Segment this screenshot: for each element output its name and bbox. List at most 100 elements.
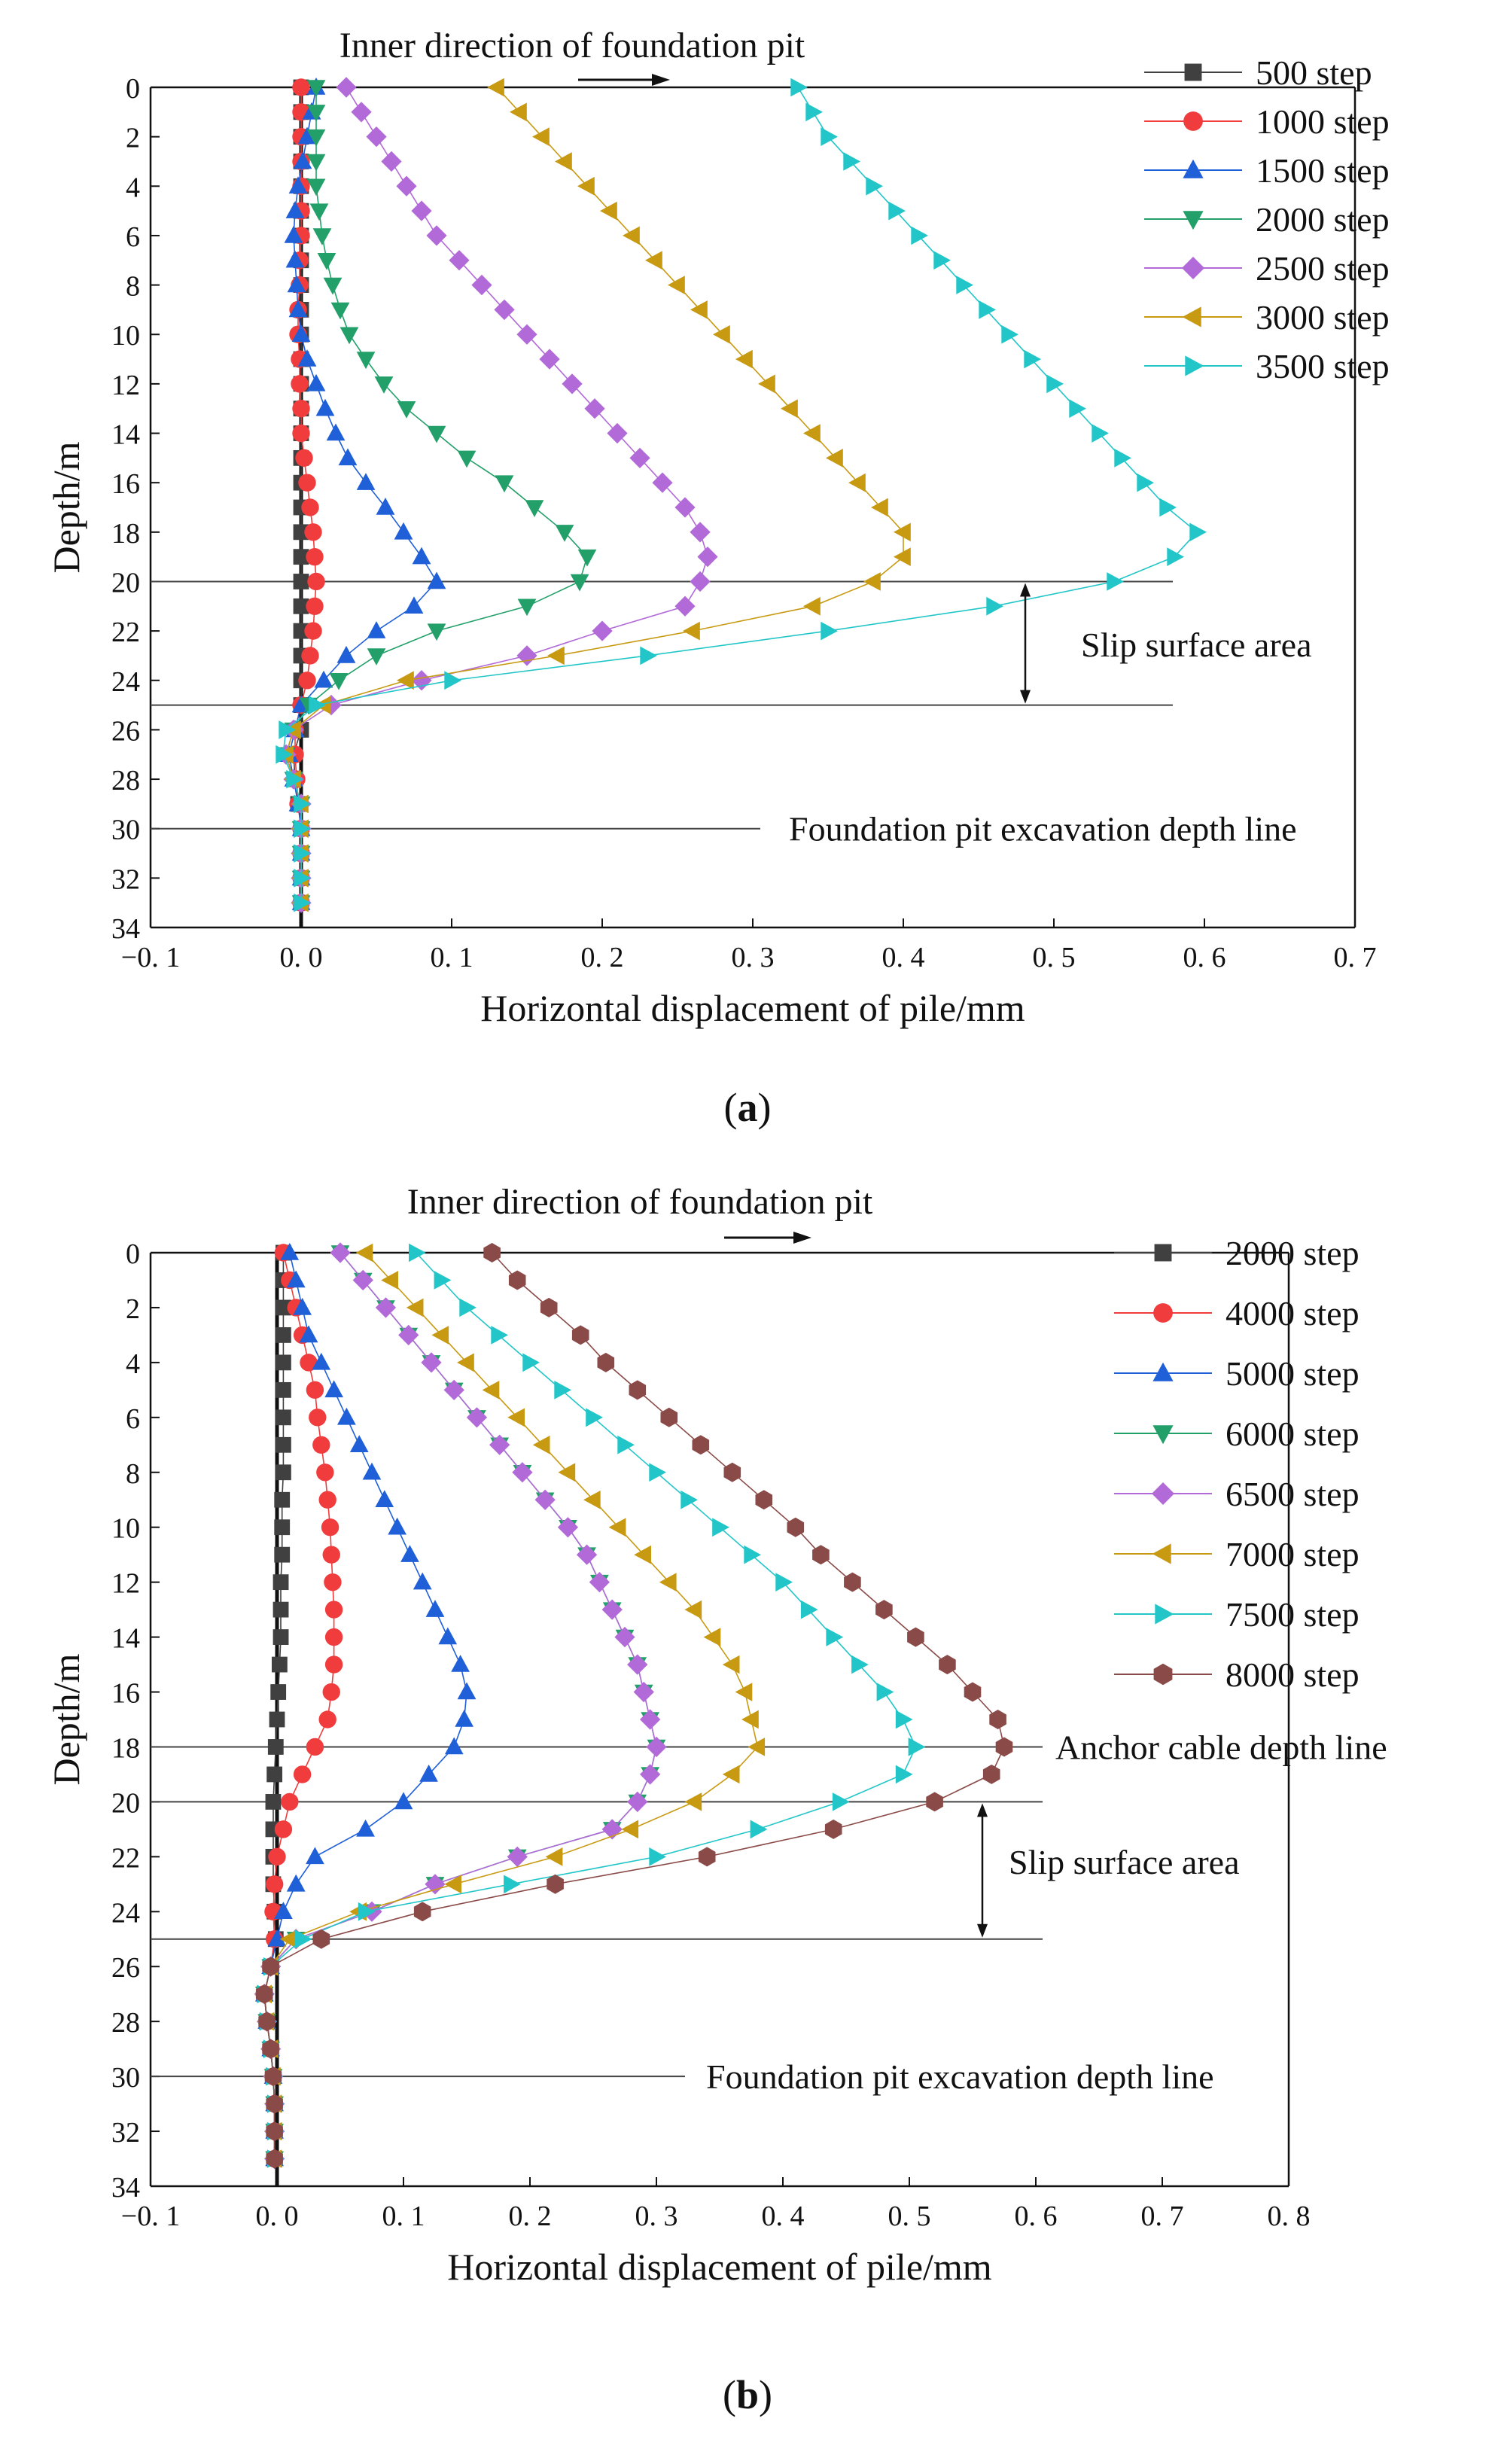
chart-b-series-line: [263, 1252, 467, 2159]
chart-a-data-point: [294, 893, 311, 912]
chart-b-data-point: [266, 1766, 283, 1783]
chart-a-data-point: [367, 621, 386, 638]
caption-b-label: b: [735, 2372, 760, 2417]
chart-b-data-point: [318, 1710, 336, 1728]
chart-a-data-point: [374, 376, 394, 394]
chart-b-data-point: [318, 1491, 336, 1509]
chart-b-data-point: [293, 1297, 312, 1315]
chart-a-data-point: [309, 696, 326, 714]
chart-b-data-point: [744, 1545, 761, 1564]
chart-a-ytick-label: 2: [126, 123, 140, 154]
chart-b-data-point: [268, 1847, 286, 1866]
chart-b-data-point: [844, 1572, 861, 1592]
chart-a-data-point: [381, 151, 402, 172]
chart-a-data-point: [516, 645, 537, 666]
chart-b-data-point: [443, 1379, 464, 1400]
chart-b-data-point: [576, 1544, 598, 1565]
chart-a-direction-arrow-head: [652, 74, 670, 86]
chart-b-ytick-label: 4: [126, 1348, 140, 1380]
chart-b-ylabel: Depth/m: [45, 1653, 87, 1785]
chart-b-data-point: [425, 1600, 445, 1617]
chart-b-reference-label: Anchor cable depth line: [1055, 1728, 1387, 1766]
chart-b-data-point: [276, 1409, 291, 1426]
chart-a-data-point: [411, 200, 432, 221]
chart-a-data-point: [294, 819, 311, 839]
chart-a-legend-item: 1000 step: [1144, 102, 1390, 141]
chart-b-data-point: [633, 1681, 654, 1703]
chart-b-data-point: [324, 1628, 343, 1646]
chart-b-xtick-label: 0. 1: [382, 2201, 425, 2232]
chart-a-data-point: [314, 670, 333, 688]
chart-a-legend-marker: [1182, 306, 1201, 327]
chart-a-data-point: [293, 623, 309, 639]
chart-a-xtick-label: −0. 1: [121, 942, 180, 973]
chart-a-data-point: [306, 178, 326, 196]
chart-a-data-point: [306, 129, 326, 147]
chart-a-series-line: [285, 87, 904, 903]
chart-a-legend: 500 step 1000 step 1500 step 2000 step 2500 …: [1144, 53, 1390, 385]
chart-a-ytick-label: 8: [126, 271, 140, 303]
chart-a-data-point: [866, 176, 883, 196]
chart-b-legend-label: 6000 step: [1226, 1415, 1360, 1453]
chart-b-data-point: [300, 1354, 318, 1372]
chart-b-data-point: [851, 1655, 869, 1674]
chart-a-data-point: [336, 645, 356, 663]
chart-a-xtick-label: 0. 6: [1183, 942, 1226, 973]
chart-a-legend-label: 1500 step: [1256, 151, 1390, 190]
chart-b-data-point: [459, 1298, 477, 1317]
chart-b-data-point: [684, 1792, 702, 1811]
chart-a-series-line: [282, 87, 1198, 903]
chart-a-data-point: [376, 498, 395, 515]
chart-b-series-7500-step: [257, 1243, 926, 2168]
chart-a-data-point: [301, 647, 319, 665]
chart-b-data-point: [375, 1490, 394, 1507]
chart-b-data-point: [409, 1243, 426, 1262]
chart-a-data-point: [1024, 349, 1041, 369]
chart-a-data-point: [293, 574, 309, 589]
chart-b-data-point: [276, 1464, 291, 1481]
chart-a-ytick-label: 18: [111, 518, 140, 550]
chart-b-data-point: [266, 2121, 283, 2142]
chart-a-legend-marker: [1182, 257, 1204, 279]
chart-a-series-line: [285, 87, 588, 903]
chart-b-data-point: [352, 1269, 373, 1291]
chart-b-data-point: [306, 1847, 324, 1865]
chart-b-data-point: [534, 1489, 556, 1510]
chart-b-data-point: [276, 1327, 291, 1343]
chart-b-data-point: [421, 1352, 442, 1373]
chart-b-data-point: [597, 1352, 615, 1372]
chart-a-data-point: [547, 646, 565, 665]
chart-a-legend-label: 3500 step: [1256, 347, 1390, 385]
chart-b-direction-arrow-head: [793, 1232, 811, 1244]
chart-b-ytick-label: 14: [111, 1623, 140, 1655]
chart-b-slip-arrow-head-down: [977, 1923, 988, 1938]
chart-a-data-point: [329, 673, 349, 690]
chart-b-legend-item: 7500 step: [1114, 1595, 1360, 1634]
chart-a-ytick-label: 34: [111, 913, 140, 945]
chart-a-data-point: [781, 399, 798, 419]
chart-b-data-point: [649, 1463, 666, 1482]
chart-a-data-point: [888, 201, 906, 221]
chart-b-data-point: [381, 1271, 398, 1290]
chart-b-legend-label: 7500 step: [1226, 1595, 1360, 1634]
chart-a-data-point: [1167, 547, 1184, 566]
chart-a-data-point: [668, 276, 685, 294]
chart-b-data-point: [589, 1572, 610, 1593]
chart-panel-b: 0 2 4 6 8 10 12 14 16 18 20 22 24 26 28 30 32 34 −0. 1 0. 0…: [0, 1174, 1495, 2464]
chart-a-data-point: [735, 349, 753, 369]
chart-b-data-point: [995, 1737, 1013, 1757]
chart-a-ytick-label: 10: [111, 320, 140, 352]
chart-a-data-point: [1189, 522, 1207, 542]
chart-b-ytick-label: 30: [111, 2062, 140, 2094]
chart-b-data-point: [698, 1847, 716, 1867]
chart-a-data-point: [396, 175, 417, 196]
chart-a-xlabel: Horizontal displacement of pile/mm: [480, 987, 1025, 1029]
chart-b-data-point: [466, 1407, 488, 1428]
chart-b-legend: 2000 step 4000 step 5000 step 6000 step 6500…: [1114, 1234, 1360, 1694]
chart-b-data-point: [787, 1517, 805, 1537]
chart-b-legend-marker: [1152, 1482, 1174, 1505]
chart-b-data-point: [895, 1710, 913, 1729]
chart-b-series-line: [263, 1252, 917, 2159]
chart-b-data-point: [755, 1490, 773, 1510]
